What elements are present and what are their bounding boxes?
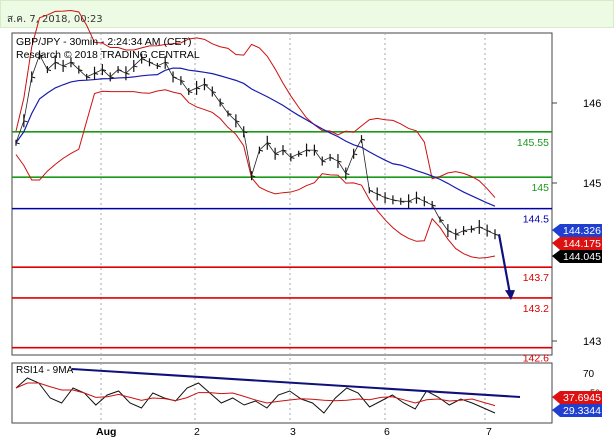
price-tick	[47, 69, 52, 72]
price-tick	[133, 65, 138, 68]
level-label: 144.5	[523, 214, 549, 226]
x-tick-label: Aug	[96, 426, 116, 438]
rsi-ma-line	[15, 382, 496, 407]
price-series	[15, 50, 499, 240]
level-label: 142.6	[523, 353, 549, 365]
price-tick	[23, 120, 28, 123]
lower-band	[15, 89, 496, 259]
price-tag-label: 144.175	[563, 238, 601, 250]
price-tag	[552, 224, 602, 237]
forecast-arrowhead	[505, 290, 515, 301]
support-resistance-levels: 145.55 145 144.5 143.7 143.2 142.6	[12, 130, 552, 365]
rsi-tick-label: 70	[583, 369, 595, 380]
rsi-tag	[552, 404, 602, 417]
forecast-arrow	[497, 234, 515, 301]
price-tick	[39, 54, 44, 57]
price-tick	[345, 173, 350, 175]
price-line	[15, 53, 496, 235]
level-label: 145.55	[517, 137, 549, 149]
price-tick	[259, 149, 264, 152]
price-tick	[165, 61, 169, 64]
price-tick	[361, 138, 366, 141]
y-tick-label: 143	[583, 336, 601, 348]
price-tag	[552, 250, 602, 263]
price-tick	[110, 76, 114, 79]
header-bar: ส.ค. 7, 2018, 00:23	[0, 0, 614, 28]
price-tick	[432, 204, 436, 207]
chart-title: GBP/JPY - 30min - 2:24:34 AM (CET)	[16, 36, 191, 48]
timestamp: ส.ค. 7, 2018, 00:23	[7, 14, 103, 25]
rsi-series	[15, 377, 496, 414]
chart-subtitle: Research © 2018 TRADING CENTRAL	[16, 49, 200, 61]
rsi-tag-label: 37.6945	[563, 392, 601, 404]
moving-average	[15, 67, 496, 207]
level-label: 143.7	[523, 272, 549, 284]
x-tick-label: 2	[194, 426, 200, 438]
price-tag-label: 144.045	[563, 251, 601, 263]
y-tick-label: 146	[583, 98, 601, 110]
price-tick	[125, 72, 130, 75]
day-separators	[100, 33, 486, 423]
upper-band	[15, 9, 496, 198]
x-tick-label: 3	[290, 426, 296, 438]
price-tick	[353, 153, 358, 156]
level-label: 145	[531, 182, 549, 194]
rsi-tag-label: 29.3344	[563, 405, 601, 417]
level-label: 143.2	[523, 303, 549, 315]
price-panel	[11, 32, 553, 356]
price-tag-label: 144.326	[563, 225, 601, 237]
x-tick-label: 6	[384, 426, 390, 438]
y-tick-label: 145	[583, 178, 601, 190]
x-tick-label: 7	[486, 426, 492, 438]
rsi-label: RSI14 - 9MA	[16, 365, 74, 376]
price-tick	[15, 142, 20, 145]
forecast-line	[497, 234, 512, 295]
bollinger-bands	[15, 9, 496, 259]
price-tick	[337, 160, 342, 163]
price-tick	[494, 233, 499, 236]
price-tag	[552, 237, 602, 250]
price-tick	[251, 175, 256, 178]
price-tick	[243, 131, 248, 134]
rsi-tag	[552, 391, 602, 404]
rsi-line	[15, 377, 496, 414]
rsi-trendline	[71, 368, 521, 398]
price-tick	[31, 76, 36, 79]
